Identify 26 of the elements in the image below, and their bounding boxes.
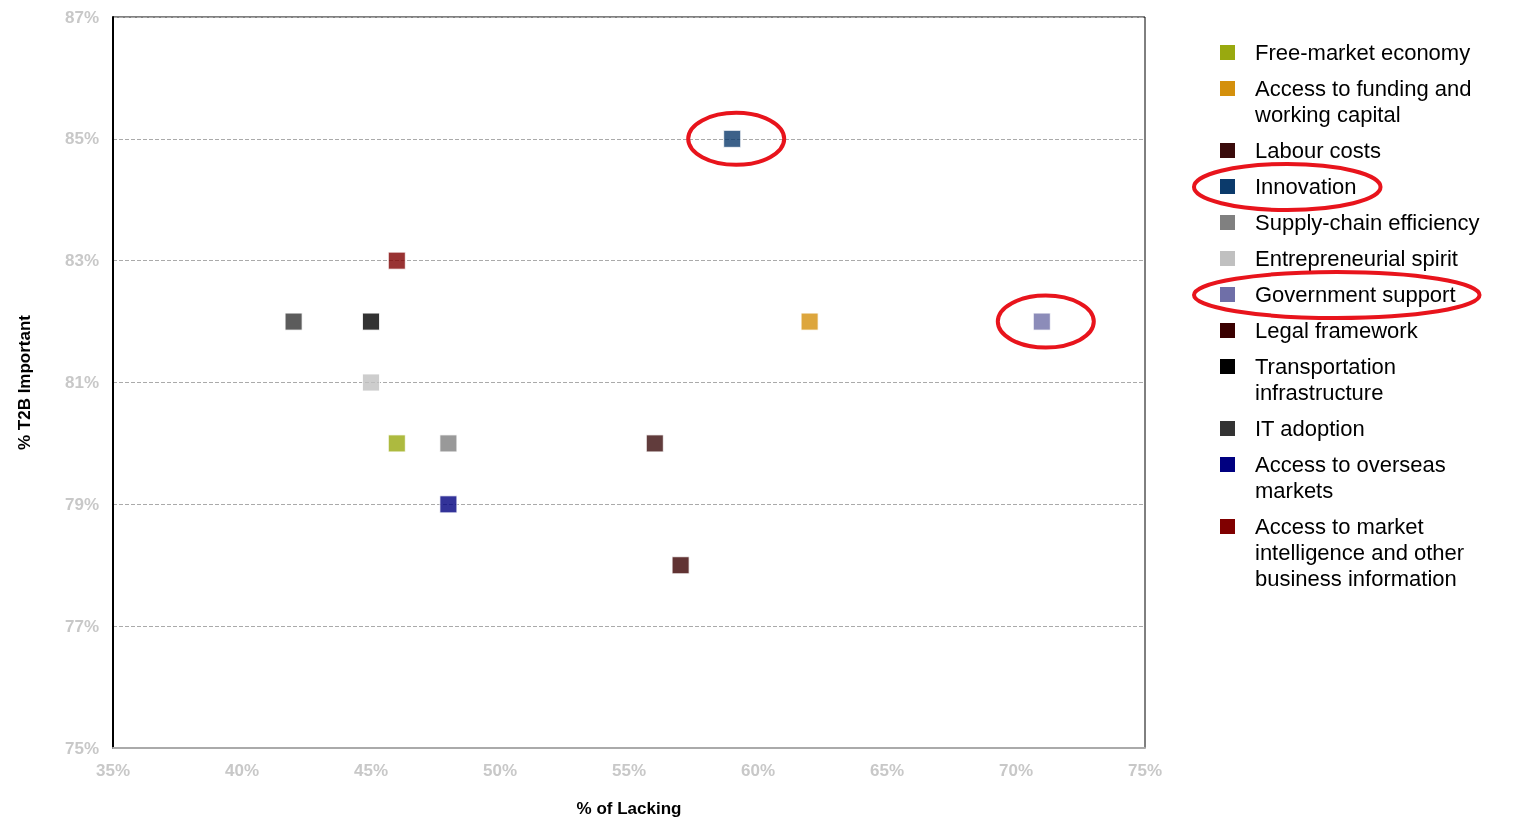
point	[439, 495, 458, 514]
point	[439, 434, 458, 453]
point	[645, 434, 664, 453]
point	[284, 312, 303, 331]
legend-label: Supply-chain efficiency	[1255, 210, 1480, 236]
legend-label: IT adoption	[1255, 416, 1365, 442]
legend-label: Entrepreneurial spirit	[1255, 246, 1458, 272]
y-axis-title: % T2B Important	[15, 314, 34, 451]
point	[387, 251, 406, 270]
point	[723, 129, 742, 148]
legend-label: Access to funding and working capital	[1255, 76, 1473, 128]
legend-label: Legal framework	[1255, 318, 1418, 344]
legend-label: Transportation infrastructure	[1255, 354, 1398, 406]
point	[800, 312, 819, 331]
legend-label: Access to overseas markets	[1255, 452, 1447, 504]
legend-label: Labour costs	[1255, 138, 1381, 164]
legend-label: Free-market economy	[1255, 40, 1471, 66]
point	[671, 556, 690, 575]
legend-label: Innovation	[1255, 174, 1357, 200]
point	[362, 373, 380, 392]
point	[362, 312, 380, 331]
point	[387, 434, 406, 453]
point	[1032, 312, 1051, 331]
legend-label: Access to market intelligence and other business information	[1255, 514, 1466, 592]
x-axis-title: % of Lacking	[576, 799, 682, 818]
legend-label: Government support	[1255, 282, 1456, 308]
